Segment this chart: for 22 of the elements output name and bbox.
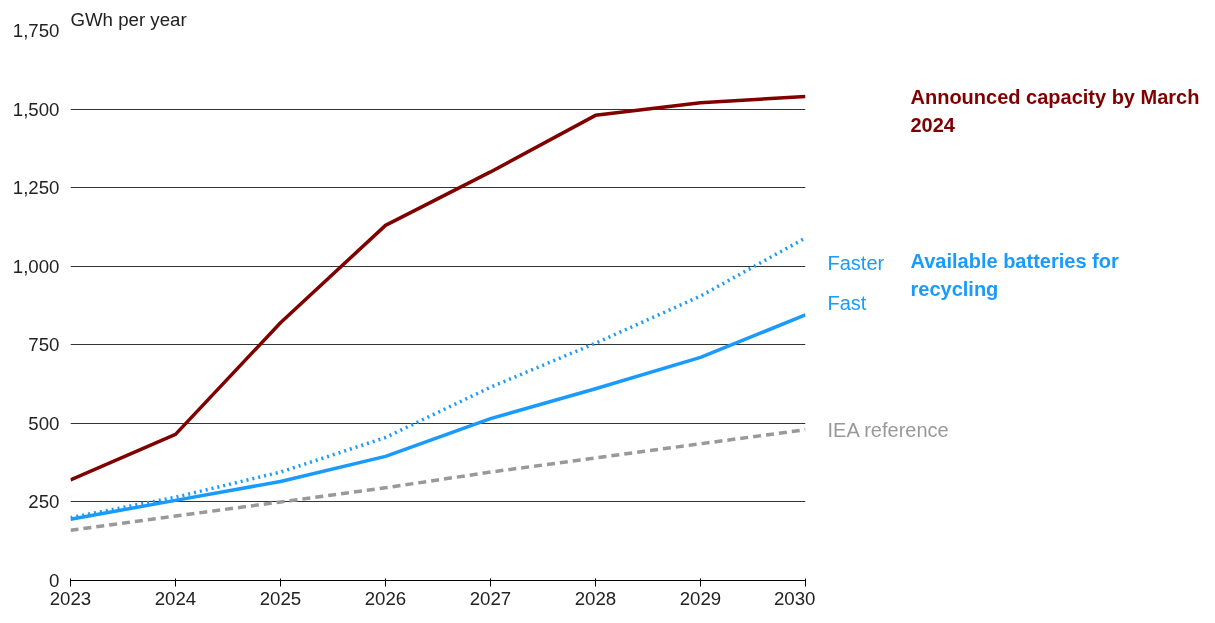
y-tick-label: 250 <box>28 491 60 513</box>
series-label: IEA reference <box>827 418 949 441</box>
y-tick-label: 1,500 <box>12 98 60 120</box>
series-label: Fast <box>827 291 867 314</box>
y-tick-label: 1,250 <box>12 177 60 199</box>
x-tick-label: 2024 <box>154 587 197 609</box>
y-axis-title: GWh per year <box>70 8 187 30</box>
line-series <box>70 427 806 532</box>
x-tick-label: 2030 <box>774 587 816 609</box>
y-tick-label: 1,750 <box>12 20 60 41</box>
x-tick-label: 2029 <box>679 587 722 609</box>
text: Available batteries for recycling <box>910 250 1119 301</box>
x-tick-label: 2028 <box>574 587 617 609</box>
y-tick-label: 750 <box>28 334 60 356</box>
series-label: Faster <box>827 251 885 274</box>
text: Announced capacity by March 2024 <box>910 85 1200 136</box>
x-tick-label: 2027 <box>469 587 512 609</box>
y-tick-label: 500 <box>28 412 60 434</box>
y-tick-label: 1,000 <box>12 255 60 277</box>
x-tick-label: 2025 <box>259 587 302 609</box>
line-series <box>70 94 806 482</box>
x-tick-label: 2026 <box>364 587 407 609</box>
